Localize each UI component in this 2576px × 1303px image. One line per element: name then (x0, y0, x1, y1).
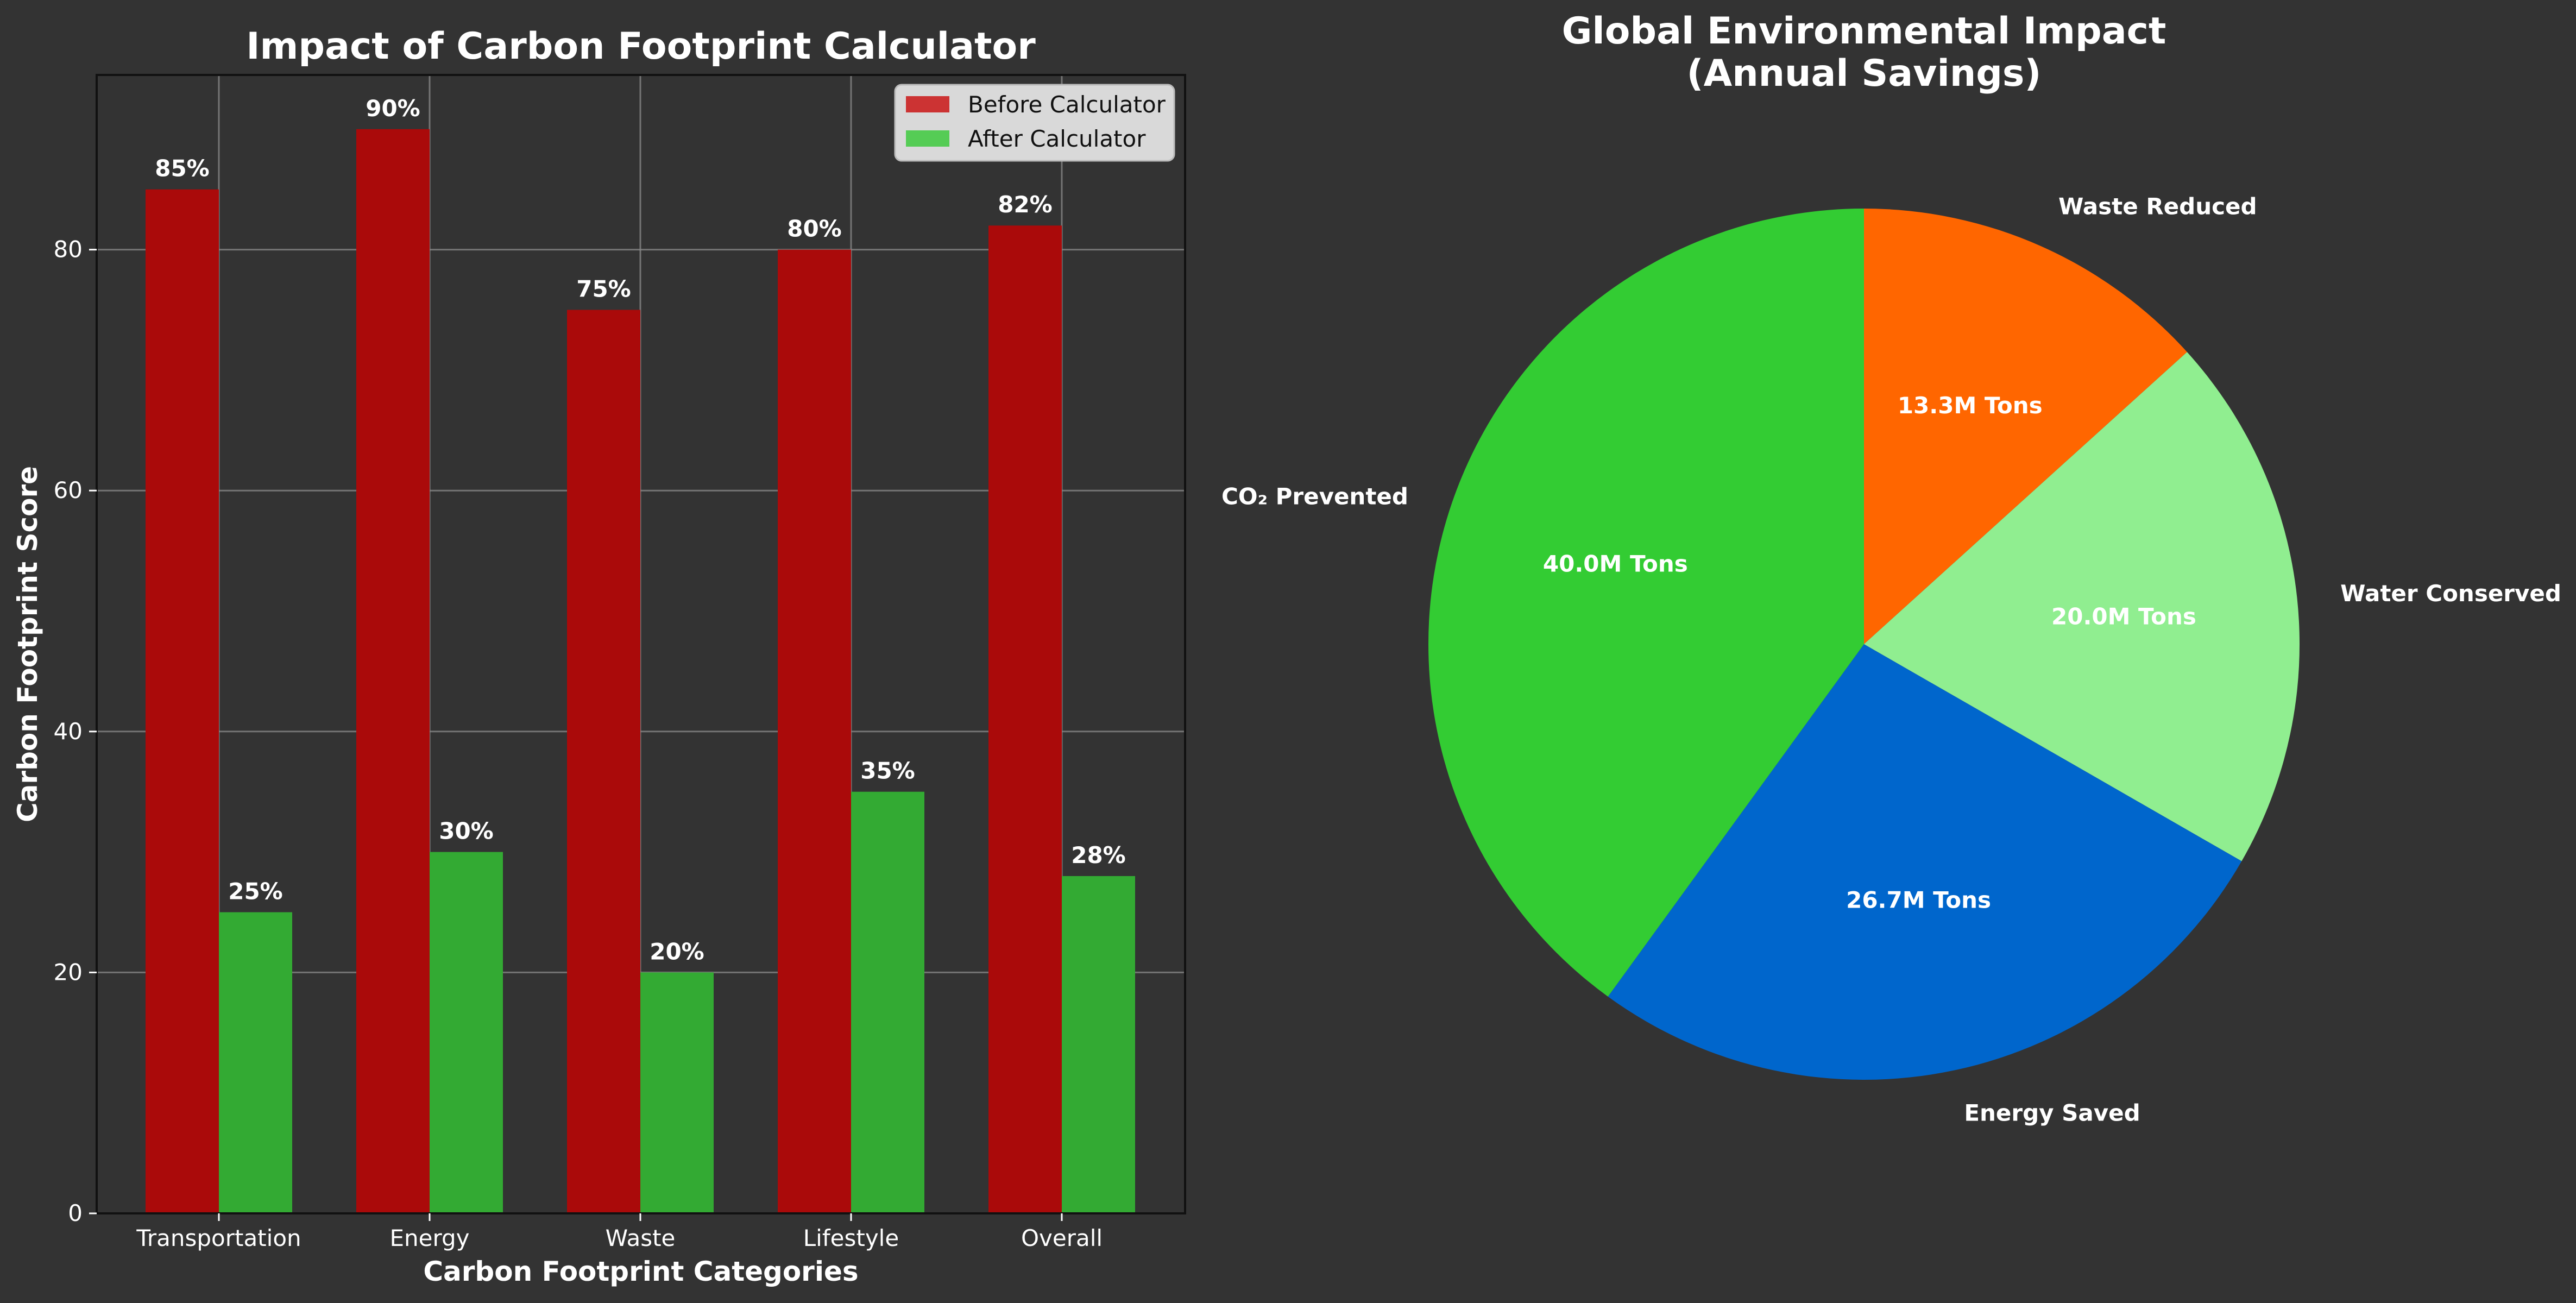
pie-category-labels: Waste Reduced Water Conserved Energy Saved… (1221, 193, 2561, 1126)
y-tick-label: 80 (54, 236, 83, 263)
bar-after (640, 972, 714, 1213)
bar-label-after: 25% (228, 878, 283, 905)
bar-y-axis-label: Carbon Footprint Score (12, 466, 43, 822)
pie-slice (1864, 209, 2187, 644)
bar-x-axis-label: Carbon Footprint Categories (423, 1256, 858, 1287)
bar-label-before: 80% (787, 216, 842, 242)
pie-value-label: 13.3M Tons (1898, 392, 2043, 419)
legend-swatch-after (906, 130, 949, 147)
bar-before (356, 129, 430, 1213)
legend-swatch-before (906, 96, 949, 112)
pie-category-label: Energy Saved (1964, 1100, 2140, 1126)
bar-label-after: 28% (1071, 842, 1126, 868)
bar-after (1062, 876, 1135, 1213)
pie-value-label: 26.7M Tons (1846, 887, 1991, 914)
bar-before (146, 189, 219, 1213)
bar-label-after: 20% (650, 938, 704, 965)
bar-label-before: 75% (576, 276, 631, 303)
x-tick-label: Overall (1021, 1225, 1103, 1251)
bar-after (219, 912, 292, 1213)
bar-x-ticks: Transportation Energy Waste Lifestyle Overal… (136, 1213, 1103, 1251)
legend-label-after: After Calculator (968, 125, 1146, 152)
pie-slice (1428, 209, 1864, 997)
bar-series (146, 129, 1135, 1214)
bar-value-labels: 85% 25% 90% 30% 75% 20% 80% 35% 82% 28% (155, 95, 1126, 965)
pie-slice (1864, 352, 2300, 861)
y-tick-label: 0 (68, 1200, 83, 1226)
pie-category-label: Waste Reduced (2058, 193, 2257, 220)
pie-category-label: Water Conserved (2340, 580, 2561, 607)
x-tick-label: Waste (606, 1225, 676, 1251)
legend-label-before: Before Calculator (968, 91, 1166, 118)
legend-box (894, 84, 1175, 162)
bar-before (988, 225, 1062, 1214)
bar-label-before: 82% (998, 191, 1053, 218)
pie-slices (1428, 209, 2300, 1080)
x-tick-label: Transportation (136, 1225, 301, 1251)
pie-value-labels: 13.3M Tons 20.0M Tons 26.7M Tons 40.0M Tons (1543, 392, 2196, 913)
bar-y-ticks: 0 20 40 60 80 (54, 236, 97, 1226)
bar-before (778, 249, 851, 1214)
bar-chart-title: Impact of Carbon Footprint Calculator (246, 25, 1036, 68)
bar-label-after: 35% (860, 758, 915, 784)
bar-chart: Impact of Carbon Footprint Calculator 0 2… (12, 25, 1186, 1287)
y-tick-label: 40 (54, 718, 83, 745)
bar-legend: Before Calculator After Calculator (894, 84, 1175, 162)
y-tick-label: 60 (54, 477, 83, 503)
bar-before (567, 310, 640, 1213)
pie-chart-title: Global Environmental Impact (1562, 10, 2166, 53)
x-tick-label: Lifestyle (803, 1225, 899, 1251)
pie-slice (1608, 644, 2242, 1080)
x-tick-label: Energy (389, 1225, 469, 1251)
pie-chart-subtitle: (Annual Savings) (1687, 52, 2042, 95)
bar-label-before: 85% (155, 155, 210, 182)
bar-after (851, 791, 924, 1213)
pie-category-label: CO₂ Prevented (1221, 483, 1408, 509)
y-tick-label: 20 (54, 959, 83, 985)
bar-after (430, 852, 503, 1213)
pie-value-label: 20.0M Tons (2051, 603, 2196, 630)
bar-label-after: 30% (439, 818, 494, 845)
bar-label-before: 90% (366, 95, 420, 122)
pie-value-label: 40.0M Tons (1543, 550, 1688, 577)
pie-chart: Global Environmental Impact (Annual Savi… (1221, 10, 2561, 1126)
